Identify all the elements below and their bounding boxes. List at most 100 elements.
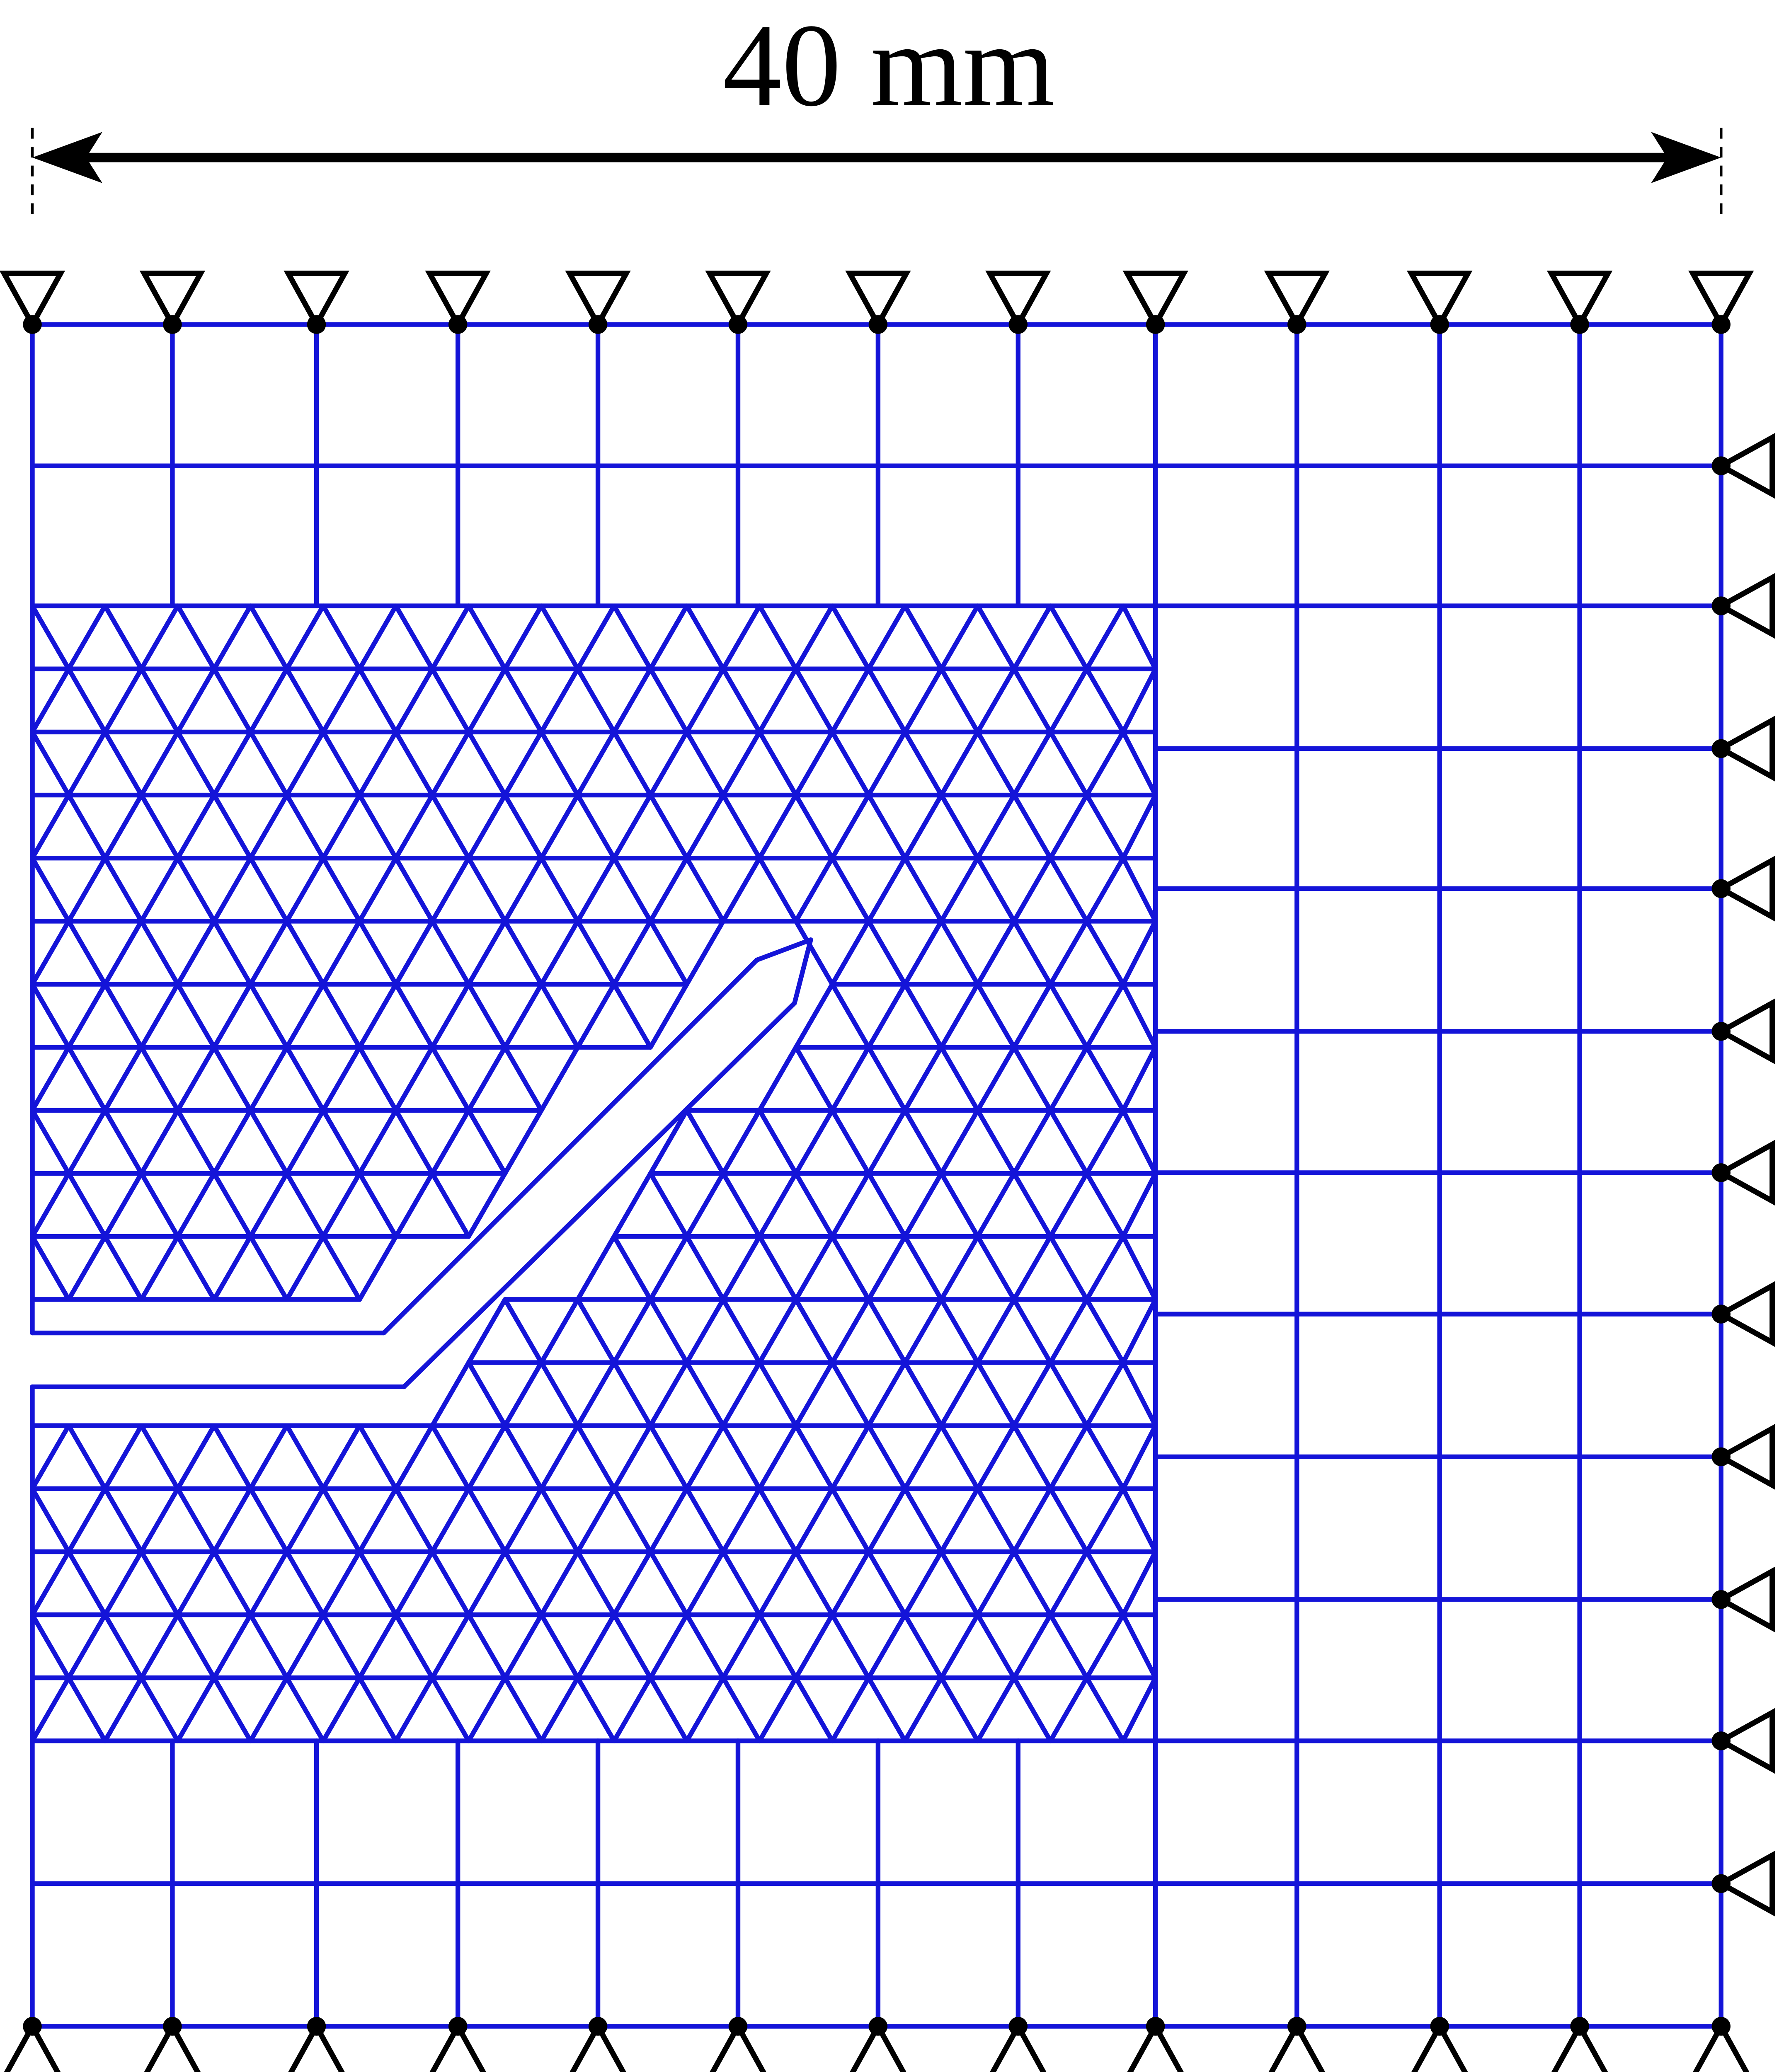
mesh-edge	[757, 603, 798, 671]
mesh-edge	[393, 856, 435, 924]
mesh-edge	[284, 729, 326, 798]
node	[1711, 1874, 1731, 1893]
mesh-edge	[502, 1108, 544, 1176]
roller-support	[1411, 2021, 1468, 2072]
mesh-edge	[648, 666, 689, 735]
mesh-edge	[321, 1486, 362, 1554]
mesh-edge	[1048, 1675, 1089, 1743]
mesh-edge	[757, 792, 798, 861]
mesh-edge	[66, 1486, 108, 1554]
mesh-edge	[66, 1045, 108, 1113]
mesh-edge	[321, 666, 362, 735]
mesh-edge	[939, 1612, 980, 1680]
mesh-edge	[430, 1612, 471, 1680]
mesh-edge	[175, 1486, 217, 1554]
mesh-edge	[284, 919, 326, 987]
mesh-edge	[1121, 792, 1158, 861]
node	[1287, 2017, 1306, 2036]
arrow-head	[32, 132, 102, 183]
mesh-edge	[830, 1675, 871, 1743]
mesh-edge	[211, 603, 253, 671]
mesh-edge	[102, 856, 144, 924]
mesh-edge	[1084, 1045, 1126, 1113]
mesh-edge	[611, 1486, 653, 1554]
node	[1711, 1305, 1731, 1324]
mesh-edge	[902, 729, 944, 798]
mesh-edge	[793, 1045, 835, 1113]
mesh-edge	[175, 982, 217, 1050]
mesh-edge	[139, 1423, 180, 1491]
mesh-edge	[1011, 1045, 1053, 1113]
mesh-edge	[30, 1234, 71, 1302]
mesh-edge	[939, 982, 980, 1050]
mesh-edge	[284, 1549, 326, 1617]
mesh-edge	[466, 1297, 508, 1365]
roller-support	[1715, 856, 1775, 922]
mesh-edge	[393, 603, 435, 671]
mesh-edge	[175, 1171, 217, 1239]
mesh-edge	[939, 1234, 980, 1302]
mesh-edge	[648, 1108, 689, 1176]
mesh-edge	[575, 982, 617, 1050]
mesh-edge	[1121, 856, 1158, 924]
mesh-edge	[684, 1108, 726, 1176]
mesh-edge	[1048, 856, 1089, 924]
mesh-edge	[284, 603, 326, 671]
mesh-edge	[575, 1549, 617, 1617]
mesh-edge	[830, 1423, 871, 1491]
mesh-edge	[793, 1234, 835, 1302]
mesh-edge	[902, 1045, 944, 1113]
mesh-edge	[939, 1549, 980, 1617]
mesh-edge	[721, 1234, 762, 1302]
mesh-edge	[357, 666, 398, 735]
mesh-edge	[139, 603, 180, 671]
node	[1711, 596, 1731, 615]
mesh-edge	[1121, 1360, 1158, 1428]
roller-support	[1715, 716, 1775, 782]
mesh-edge	[757, 1360, 798, 1428]
mesh-edge	[684, 1675, 726, 1743]
mesh-edge	[466, 982, 508, 1050]
mesh-edge	[902, 856, 944, 924]
mesh-edge	[393, 729, 435, 798]
roller-support	[4, 2021, 61, 2072]
mesh-edge	[175, 1108, 217, 1176]
mesh-edge	[684, 1486, 726, 1554]
mesh-edge	[757, 1108, 798, 1176]
mesh-edge	[866, 1171, 908, 1239]
mesh-edge	[248, 1108, 289, 1176]
mesh-edge	[430, 1360, 471, 1428]
mesh-edge	[211, 666, 253, 735]
mesh-edge	[1048, 982, 1089, 1050]
mesh-edge	[321, 792, 362, 861]
node	[307, 315, 326, 334]
mesh-edge	[648, 603, 689, 671]
mesh-edge	[539, 1360, 580, 1428]
mesh-edge	[1048, 1171, 1089, 1239]
roller-support	[144, 2021, 201, 2072]
mesh-edge	[648, 1549, 689, 1617]
mesh-edge	[975, 1360, 1017, 1428]
mesh-edge	[939, 792, 980, 861]
mesh-edge	[502, 729, 544, 798]
mesh-edge	[466, 1423, 508, 1491]
mesh-edge	[648, 1297, 689, 1365]
mesh-edge	[211, 1612, 253, 1680]
mesh-edge	[139, 1171, 180, 1239]
mesh-edge	[721, 1612, 762, 1680]
mesh-edge	[430, 666, 471, 735]
mesh-edge	[66, 1171, 108, 1239]
mesh-edge	[466, 1045, 508, 1113]
mesh-edge	[393, 1423, 435, 1491]
mesh-edge	[1084, 1423, 1126, 1491]
mesh-edge	[830, 1108, 871, 1176]
mesh-edge	[866, 792, 908, 861]
mesh-edge	[175, 666, 217, 735]
mesh-edge	[902, 1234, 944, 1302]
mesh-edge	[793, 856, 835, 924]
node	[307, 2017, 326, 2036]
mesh-edge	[502, 603, 544, 671]
mesh-edge	[575, 792, 617, 861]
mesh-edge	[757, 1234, 798, 1302]
